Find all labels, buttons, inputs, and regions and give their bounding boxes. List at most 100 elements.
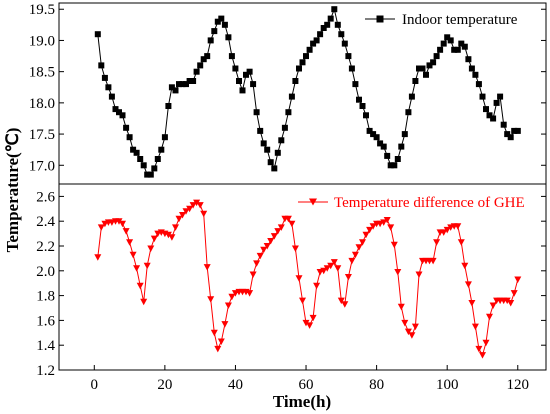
data-point [454,46,461,53]
data-point [327,262,335,270]
data-point [256,252,264,260]
data-point [189,202,197,209]
data-point [105,84,112,91]
data-point [475,345,483,353]
data-point [115,218,123,225]
data-point [207,296,215,303]
data-point [186,78,193,84]
y-tick-label-bottom-3: 1.8 [36,289,55,305]
data-point [426,62,433,69]
data-point [408,93,415,100]
data-point [112,106,119,113]
y-tick-label-bottom-2: 1.6 [36,313,55,329]
data-point [479,93,486,100]
data-point [260,246,268,254]
data-point [355,244,363,251]
data-point [334,21,341,28]
data-point [176,81,182,88]
data-point [429,257,437,265]
plot-frame-top [58,2,547,185]
data-point [507,300,515,307]
data-point [193,68,200,75]
data-point [172,87,179,94]
data-point [214,345,222,353]
data-point [225,34,232,41]
data-point [126,134,133,141]
data-point [306,46,313,53]
y-tick-label-bottom-4: 2.0 [36,264,55,280]
data-point [320,267,328,275]
data-point [228,53,235,60]
panel-temperature-difference: 1.2 1.4 1.6 1.8 2.0 2.2 2.4 2.6 0 20 40 60 80 100 120… [36,183,547,393]
data-point [168,234,176,241]
data-point [507,134,514,141]
series-indoor-temperature [94,6,521,178]
data-point [401,131,408,138]
data-point [285,109,292,116]
y-tick-label-top-4: 19.0 [29,33,55,49]
data-point [274,228,282,235]
data-point [232,65,239,72]
x-tick-label-5: 100 [436,377,459,393]
y-tick-label-top-2: 18.0 [29,96,55,112]
data-point [423,71,429,78]
data-point [253,260,261,267]
data-point [260,140,267,147]
data-point [486,313,493,321]
data-point [172,224,179,231]
data-point [510,290,518,297]
data-point [164,231,172,239]
data-point [264,146,271,153]
data-point [123,124,130,131]
data-point [387,224,395,231]
data-point [250,81,257,88]
data-point [415,271,423,278]
data-point [440,40,447,47]
data-point [119,220,126,228]
data-point [299,59,306,66]
data-point [193,199,201,207]
data-point [433,53,440,60]
data-point [440,229,448,236]
data-point [437,46,444,53]
data-point [313,282,321,290]
data-point [249,271,257,278]
data-point [380,219,388,226]
panel-indoor-temperature: 17.0 17.5 18.0 18.5 19.0 19.5 Indoor temperat… [29,2,547,185]
data-point [116,109,122,116]
data-point [246,290,254,297]
data-point [468,300,476,307]
data-point [207,37,214,44]
data-point [362,231,370,239]
legend-marker-ghe [309,198,317,206]
data-point [411,323,419,331]
data-point [221,321,229,328]
data-point [122,228,130,235]
data-point [334,265,342,272]
data-point [447,37,454,44]
data-point [394,269,402,276]
data-point [324,21,331,28]
data-point [341,301,349,308]
data-point [179,81,186,88]
data-point [444,34,451,41]
x-tick-label-6: 120 [507,377,530,393]
data-point [196,202,204,209]
data-point [165,103,172,109]
data-point [345,53,352,60]
data-point [348,257,356,265]
data-point [443,226,451,234]
data-point [288,220,296,228]
data-point [239,87,246,94]
data-point [137,156,144,162]
data-point [468,65,475,72]
data-point [243,71,249,78]
data-point [344,274,352,281]
data-point [489,302,497,309]
data-point [94,254,102,261]
data-point [503,297,511,305]
data-point [143,262,151,270]
data-point [281,124,288,131]
data-point [271,165,278,172]
data-point [183,81,189,88]
